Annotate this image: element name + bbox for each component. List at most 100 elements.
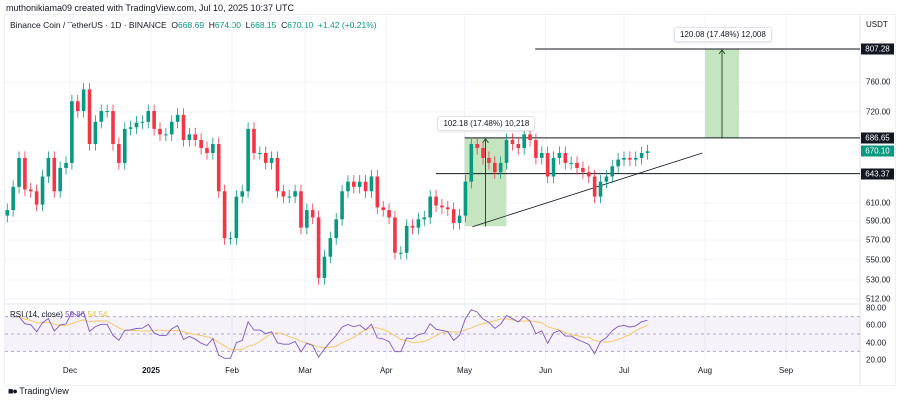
rsi-tick: 60.00: [866, 320, 887, 330]
candle-body: [111, 111, 115, 145]
candle-body: [645, 151, 650, 153]
candle-body: [240, 191, 245, 197]
price-tick: 570.00: [866, 235, 891, 245]
measure-label[interactable]: 102.18 (17.48%) 10,218: [437, 115, 536, 131]
change-value: +1.42 (+0.21%): [318, 20, 377, 30]
close-label: C: [281, 20, 288, 30]
candle-body: [117, 144, 121, 163]
candle-body: [310, 210, 315, 218]
rsi-tick: 40.00: [866, 338, 887, 348]
candle-body: [422, 217, 427, 220]
time-tick: Aug: [697, 366, 713, 375]
candle-body: [551, 157, 556, 177]
price-tick: 530.00: [866, 275, 891, 285]
candle-body: [287, 196, 292, 198]
candle-body: [399, 252, 403, 254]
candle-body: [475, 144, 479, 149]
candle-body: [622, 157, 626, 160]
candle-body: [434, 196, 438, 206]
candle-body: [381, 207, 385, 211]
price-tick: 512.00: [866, 294, 891, 304]
candle-body: [545, 152, 550, 177]
candle-body: [281, 191, 286, 197]
candle-body: [416, 219, 421, 228]
rsi-title: RSI (14, close): [10, 310, 63, 319]
candle-body: [193, 134, 198, 140]
candle-body: [246, 128, 250, 192]
symbol-name: Binance Coin / TetherUS · 1D · BINANCE: [10, 20, 167, 30]
candle-body: [23, 157, 27, 190]
low-value: 668.15: [250, 20, 277, 30]
candle-body: [322, 256, 327, 278]
arrow-head-icon: [482, 138, 489, 144]
candle-body: [569, 162, 573, 164]
candle-body: [5, 210, 10, 216]
time-tick: Sep: [778, 366, 794, 375]
candle-body: [40, 176, 45, 205]
candle-body: [152, 111, 156, 129]
candle-body: [446, 207, 450, 210]
candle-body: [81, 89, 86, 112]
symbol-legend: Binance Coin / TetherUS · 1D · BINANCE O…: [10, 20, 377, 30]
candle-body: [451, 209, 456, 224]
time-tick: 2025: [142, 366, 160, 375]
currency-label[interactable]: USDT: [866, 20, 888, 29]
rsi-tick: 80.00: [866, 303, 887, 313]
candle-body: [363, 181, 368, 192]
candle-body: [146, 111, 151, 122]
candle-body: [211, 144, 215, 153]
brand-name: TradingView: [19, 386, 69, 396]
time-tick: Jul: [618, 366, 630, 375]
candle-body: [604, 176, 609, 182]
candle-body: [252, 128, 256, 153]
rsi-line: [13, 309, 648, 359]
candle-body: [128, 127, 133, 129]
candle-body: [440, 205, 444, 208]
time-tick: Jun: [539, 366, 553, 375]
candle-body: [269, 157, 274, 163]
low-label: L: [245, 20, 251, 30]
trendline: [472, 152, 703, 228]
high-label: H: [208, 20, 215, 30]
candle-body: [498, 162, 503, 173]
candle-body: [586, 172, 591, 177]
level-price-label: 686.65: [861, 132, 894, 144]
candle-body: [216, 144, 221, 192]
candle-body: [592, 176, 597, 197]
candle-body: [275, 157, 280, 192]
last-price-label: 670.10: [861, 145, 894, 157]
candle-body: [70, 101, 74, 163]
candle-body: [387, 210, 391, 218]
candle-body: [581, 167, 585, 173]
candle-body: [11, 186, 15, 211]
candle-body: [375, 176, 380, 208]
candle-body: [199, 139, 203, 149]
price-tick: 610.00: [866, 198, 891, 208]
rsi-ma-line: [13, 316, 648, 351]
measure-label[interactable]: 120.08 (17.48%) 12,008: [673, 27, 772, 42]
candle-body: [140, 121, 145, 123]
chart-frame: [4, 14, 896, 386]
candle-body: [316, 217, 321, 278]
candle-body: [457, 215, 462, 224]
candle-body: [563, 152, 568, 163]
candle-body: [334, 219, 339, 239]
candle-body: [105, 111, 109, 113]
time-tick: Feb: [225, 366, 239, 375]
candle-body: [75, 101, 80, 112]
open-value: 668.69: [178, 20, 205, 30]
candle-body: [134, 122, 139, 128]
candle-body: [469, 144, 474, 182]
candle-body: [492, 162, 497, 173]
candle-body: [610, 166, 615, 177]
candle-body: [404, 225, 409, 253]
rsi-value: 59.86: [65, 310, 86, 319]
candle-body: [305, 210, 309, 228]
candle-body: [175, 114, 180, 122]
candle-body: [463, 181, 468, 216]
price-tick: 760.00: [866, 77, 891, 87]
candle-body: [17, 157, 21, 187]
close-value: 670.10: [287, 20, 314, 30]
